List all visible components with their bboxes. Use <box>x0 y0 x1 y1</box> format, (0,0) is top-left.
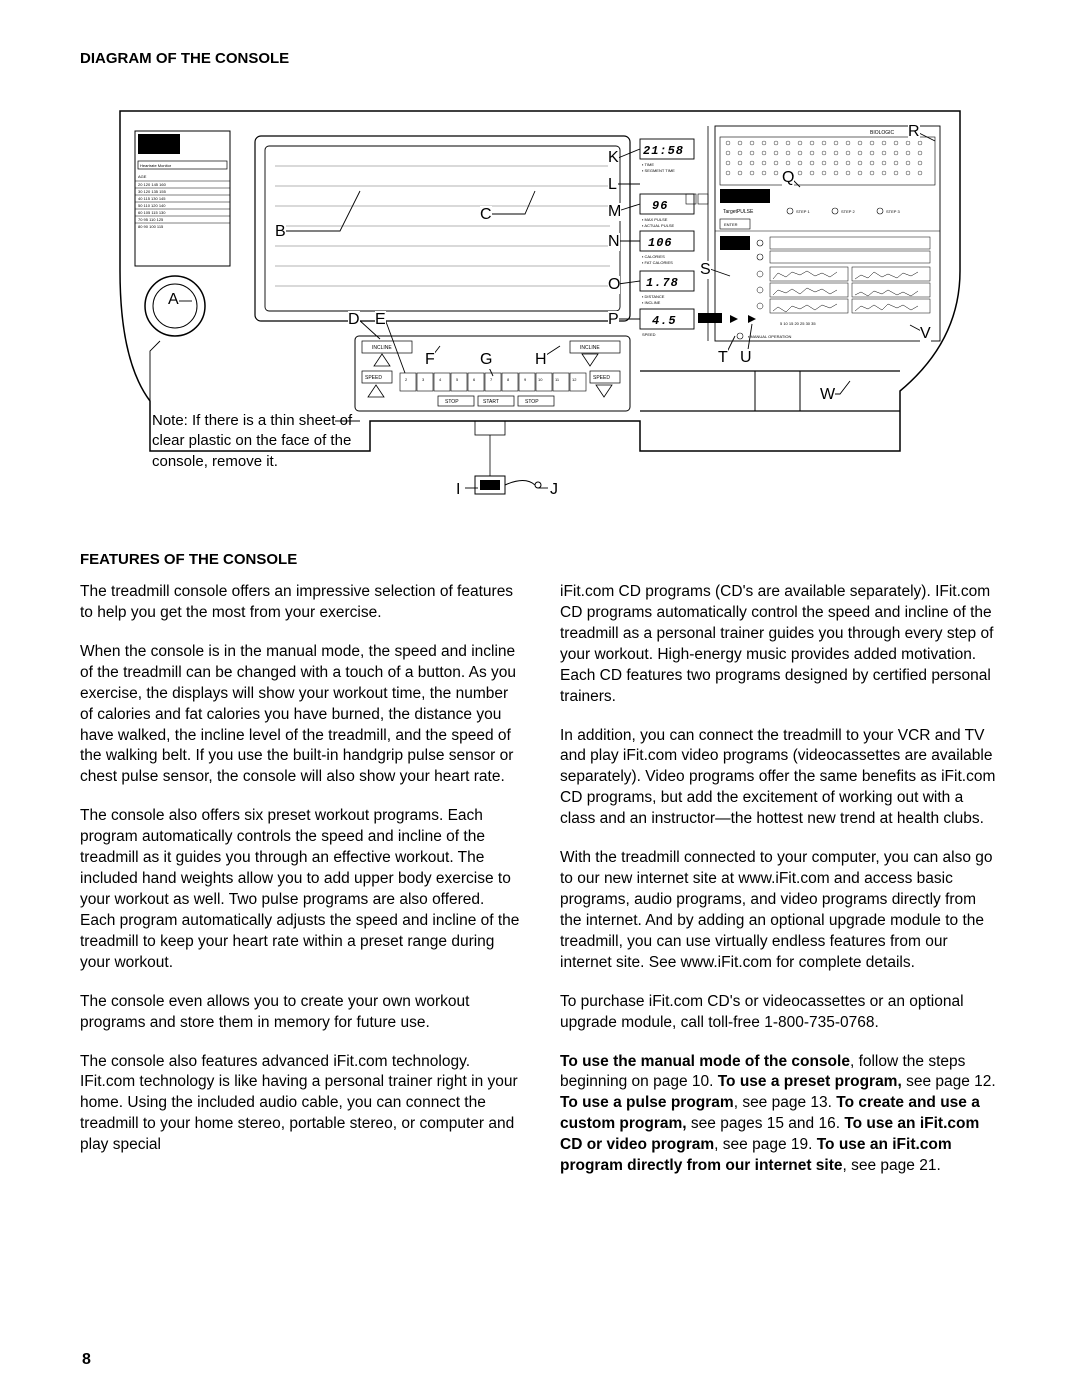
right-column: iFit.com CD programs (CD's are available… <box>560 582 1000 1195</box>
body-paragraph: iFit.com CD programs (CD's are available… <box>560 582 1000 708</box>
body-paragraph: The console even allows you to create yo… <box>80 992 520 1034</box>
diagram-heading: DIAGRAM OF THE CONSOLE <box>80 50 1000 67</box>
left-column: The treadmill console offers an impressi… <box>80 582 520 1195</box>
body-paragraph: When the console is in the manual mode, … <box>80 642 520 788</box>
body-paragraph: To use the manual mode of the console, f… <box>560 1052 1000 1178</box>
console-diagram: WARNING Heartrate Monitor AGE 20 120 145… <box>80 81 1000 511</box>
body-paragraph: With the treadmill connected to your com… <box>560 848 1000 974</box>
body-paragraph: The console also features advanced iFit.… <box>80 1052 520 1157</box>
body-paragraph: To purchase iFit.com CD's or videocasset… <box>560 992 1000 1034</box>
page-number: 8 <box>82 1351 91 1369</box>
body-paragraph: In addition, you can connect the treadmi… <box>560 726 1000 831</box>
body-columns: The treadmill console offers an impressi… <box>80 582 1000 1195</box>
body-paragraph: The console also offers six preset worko… <box>80 806 520 973</box>
features-heading: FEATURES OF THE CONSOLE <box>80 551 1000 568</box>
body-paragraph: The treadmill console offers an impressi… <box>80 582 520 624</box>
